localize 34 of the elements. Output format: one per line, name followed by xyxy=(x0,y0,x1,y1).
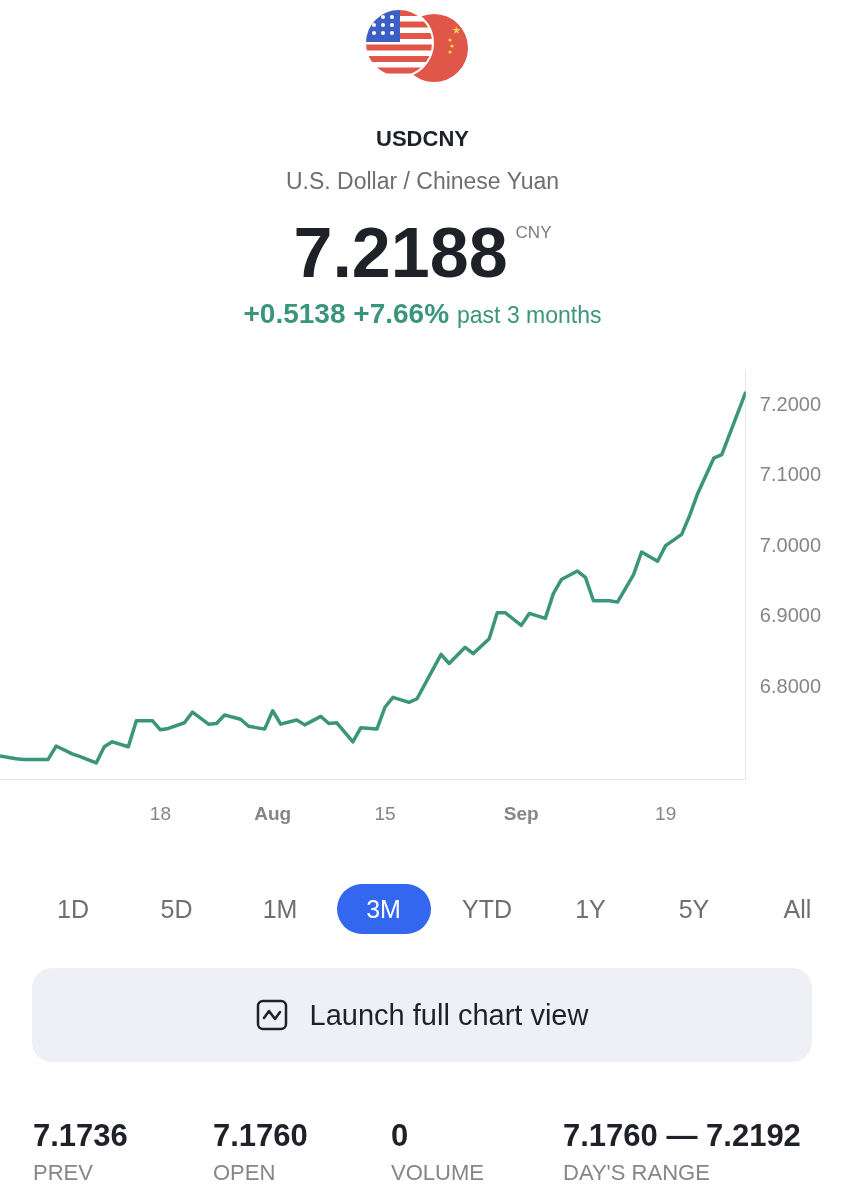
text: PREV xyxy=(33,1160,94,1186)
text: 7.2188 xyxy=(293,214,508,292)
text: 7.1760 — 7.2192 xyxy=(563,1118,801,1154)
y-tick-label: 6.8000 xyxy=(759,675,821,697)
text: 7.1760 xyxy=(213,1118,308,1154)
text: YTD xyxy=(461,894,513,925)
chart-title: USDCNY xyxy=(375,126,470,152)
x-tick-label: Aug xyxy=(254,802,292,824)
text: OPEN xyxy=(213,1160,277,1186)
x-tick-label: 15 xyxy=(374,802,396,824)
text: +7.66% xyxy=(353,298,450,329)
text: 5D xyxy=(159,894,194,925)
x-tick-label: Sep xyxy=(503,802,539,824)
chart-subtitle: U.S. Dollar / Chinese Yuan xyxy=(284,168,561,195)
text: +0.5138 xyxy=(243,298,346,329)
y-tick-label: 7.2000 xyxy=(759,392,821,415)
text: 1M xyxy=(261,894,299,925)
text: CNY xyxy=(515,223,552,242)
text: All xyxy=(782,894,813,925)
text: DAY'S RANGE xyxy=(563,1160,711,1186)
y-tick-label: 6.9000 xyxy=(759,604,821,627)
text: VOLUME xyxy=(391,1160,484,1186)
x-tick-label: 18 xyxy=(149,802,171,824)
text: past 3 months xyxy=(457,302,602,328)
x-tick-label: 19 xyxy=(655,802,677,824)
y-tick-label: 7.1000 xyxy=(759,463,821,486)
text: Launch full chart view xyxy=(309,998,589,1032)
text: 5Y xyxy=(677,894,711,925)
text: 0 xyxy=(391,1118,410,1154)
text: 1Y xyxy=(574,894,607,925)
y-tick-label: 7.0000 xyxy=(759,533,821,556)
text: 7.1736 xyxy=(33,1118,128,1154)
text: 3M xyxy=(336,884,431,934)
text: 1D xyxy=(56,894,90,925)
